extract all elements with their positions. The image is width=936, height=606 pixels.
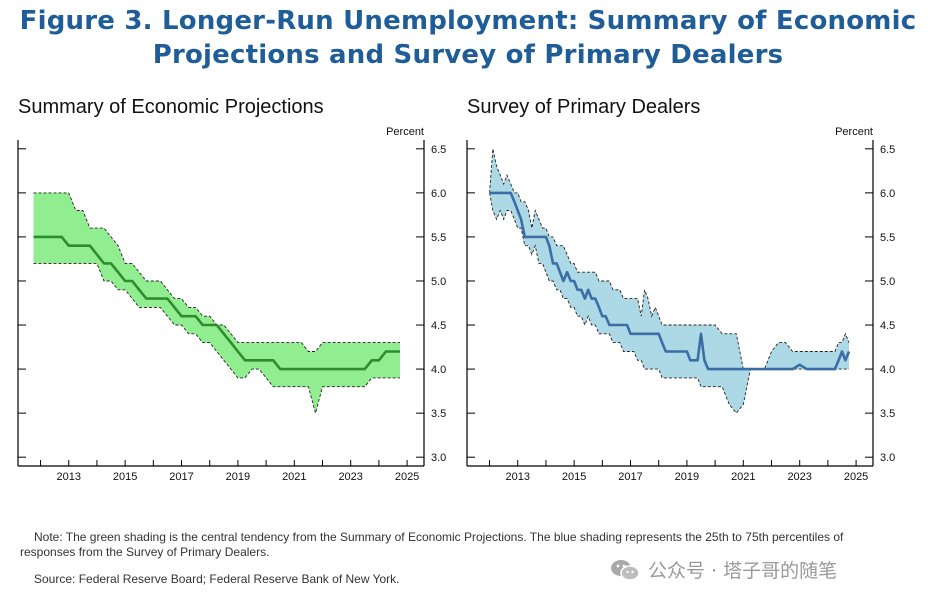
sep-y-tick-label: 6.5 [431, 144, 446, 156]
spd-x-tick-label: 2015 [562, 471, 586, 483]
spd-x-tick-label: 2021 [731, 471, 755, 483]
spd-y-tick-label: 6.0 [880, 188, 895, 200]
figure-note: Note: The green shading is the central t… [20, 530, 870, 560]
sep-band-lower-edge [33, 262, 400, 415]
sep-x-tick-label: 2013 [57, 471, 81, 483]
spd-chart-panel: Survey of Primary Dealers Percent 3.0 3.5… [466, 96, 895, 483]
spd-x-tick-label: 2017 [618, 471, 642, 483]
spd-x-tick-label: 2025 [844, 471, 868, 483]
figure-title-line-1: Figure 3. Longer-Run Unemployment: Summa… [19, 6, 917, 36]
spd-x-tick-label: 2023 [787, 471, 811, 483]
sep-y-tick-label: 3.0 [431, 452, 446, 464]
sep-x-tick-label: 2019 [226, 471, 250, 483]
note-text: Note: The green shading is the central t… [20, 530, 844, 559]
spd-y-tick-label: 3.5 [880, 408, 895, 420]
spd-range-band [489, 148, 849, 414]
sep-unit-label: Percent [386, 126, 424, 138]
sep-y-tick-label: 4.5 [431, 320, 446, 332]
sep-x-tick-label: 2023 [338, 471, 362, 483]
figure-source: Source: Federal Reserve Board; Federal R… [34, 572, 400, 586]
spd-y-tick-label: 3.0 [880, 452, 895, 464]
sep-y-tick-label: 6.0 [431, 188, 446, 200]
spd-band-lower-edge [489, 192, 849, 414]
sep-median-line [33, 235, 400, 371]
spd-x-tick-label: 2013 [506, 471, 530, 483]
watermark: 公众号 · 塔子哥的随笔 [610, 556, 837, 583]
watermark-text: 公众号 · 塔子哥的随笔 [648, 560, 838, 582]
sep-y-tick-label: 4.0 [431, 364, 446, 376]
sep-chart-title: Summary of Economic Projections [18, 96, 324, 118]
figure-title: Figure 3. Longer-Run Unemployment: Summa… [0, 4, 936, 72]
spd-plot-area: 3.0 3.5 4.0 4.5 5.0 5.5 6.0 6.5 2013 2015 2017 2019… [466, 140, 895, 483]
sep-range-band [33, 192, 400, 414]
sep-plot-area: 3.0 3.5 4.0 4.5 5.0 5.5 6.0 6.5 2013 2015 2017 2019… [17, 140, 446, 483]
spd-median-line [489, 191, 851, 371]
spd-y-tick-label: 6.5 [880, 144, 895, 156]
spd-y-tick-label: 5.0 [880, 276, 895, 288]
sep-y-tick-label: 5.0 [431, 276, 446, 288]
sep-y-tick-label: 3.5 [431, 408, 446, 420]
sep-y-tick-label: 5.5 [431, 232, 446, 244]
sep-x-tick-label: 2017 [169, 471, 193, 483]
wechat-icon [610, 558, 640, 582]
spd-y-tick-label: 5.5 [880, 232, 895, 244]
spd-x-tick-label: 2019 [675, 471, 699, 483]
sep-x-tick-label: 2021 [282, 471, 306, 483]
spd-y-tick-label: 4.5 [880, 320, 895, 332]
sep-x-tick-label: 2015 [113, 471, 137, 483]
figure-title-line-2: Projections and Survey of Primary Dealer… [152, 40, 784, 70]
spd-unit-label: Percent [835, 126, 873, 138]
sep-x-tick-label: 2025 [395, 471, 419, 483]
spd-y-tick-label: 4.0 [880, 364, 895, 376]
spd-chart-title: Survey of Primary Dealers [467, 96, 700, 118]
sep-chart-panel: Summary of Economic Projections Percent … [17, 96, 446, 483]
